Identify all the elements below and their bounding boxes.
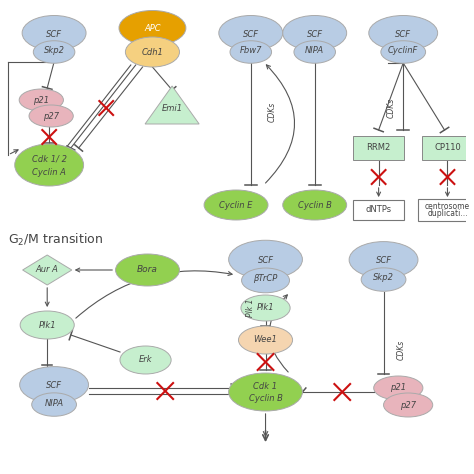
Ellipse shape (126, 37, 180, 67)
Text: Cdk 1: Cdk 1 (254, 382, 278, 391)
Text: Cyclin B: Cyclin B (248, 394, 283, 403)
Text: RRM2: RRM2 (366, 144, 391, 153)
Text: Bora: Bora (137, 265, 158, 274)
Text: Wee1: Wee1 (254, 336, 277, 345)
Ellipse shape (369, 16, 438, 51)
Text: dNTPs: dNTPs (365, 206, 392, 215)
Text: Emi1: Emi1 (162, 104, 182, 113)
Text: duplicati...: duplicati... (427, 210, 468, 219)
Ellipse shape (116, 254, 180, 286)
Ellipse shape (242, 268, 290, 293)
Text: p21: p21 (33, 95, 49, 104)
Ellipse shape (33, 41, 75, 63)
Text: SCF: SCF (257, 256, 273, 265)
Ellipse shape (283, 16, 346, 51)
Polygon shape (23, 255, 72, 285)
Text: Plk 1: Plk 1 (246, 299, 255, 317)
Text: centrosome: centrosome (425, 202, 470, 211)
Ellipse shape (374, 376, 423, 400)
Text: βTrCP: βTrCP (254, 274, 278, 283)
Ellipse shape (283, 190, 346, 220)
Ellipse shape (230, 41, 272, 63)
Bar (422, 136, 473, 160)
Text: SCF: SCF (46, 382, 62, 391)
Text: p21: p21 (390, 383, 406, 392)
Text: SCF: SCF (46, 29, 62, 38)
Ellipse shape (381, 41, 426, 63)
Text: Cdk 1/ 2: Cdk 1/ 2 (32, 154, 67, 163)
Bar (353, 136, 404, 160)
Bar (418, 199, 474, 221)
Ellipse shape (120, 346, 171, 374)
Ellipse shape (241, 295, 290, 321)
Ellipse shape (383, 393, 433, 417)
Text: Skp2: Skp2 (373, 273, 394, 283)
Text: Cyclin A: Cyclin A (32, 168, 66, 177)
Ellipse shape (219, 16, 283, 51)
Ellipse shape (19, 366, 89, 403)
Ellipse shape (204, 190, 268, 220)
Ellipse shape (349, 242, 418, 278)
Text: CP110: CP110 (434, 144, 461, 153)
Text: CyclinF: CyclinF (388, 46, 419, 55)
Text: NIPA: NIPA (305, 46, 324, 55)
Ellipse shape (228, 373, 302, 411)
Text: Erk: Erk (139, 356, 152, 365)
Bar (353, 200, 404, 220)
Ellipse shape (238, 326, 292, 354)
Text: Plk1: Plk1 (38, 320, 56, 329)
Text: p27: p27 (400, 401, 416, 410)
Ellipse shape (119, 10, 186, 46)
Ellipse shape (15, 144, 83, 186)
Ellipse shape (20, 311, 74, 339)
Text: CDKs: CDKs (268, 102, 277, 122)
Text: Plk1: Plk1 (257, 303, 274, 312)
Ellipse shape (22, 16, 86, 51)
Text: SCF: SCF (375, 256, 392, 265)
Ellipse shape (228, 240, 302, 279)
Text: G$_2$/M transition: G$_2$/M transition (8, 232, 103, 248)
Text: SCF: SCF (395, 29, 411, 38)
Text: SCF: SCF (307, 29, 323, 38)
Text: p27: p27 (43, 111, 59, 120)
Ellipse shape (32, 393, 76, 416)
Ellipse shape (361, 268, 406, 291)
Text: Skp2: Skp2 (44, 46, 64, 55)
Text: Aur A: Aur A (36, 265, 59, 274)
Text: Fbw7: Fbw7 (239, 46, 262, 55)
Ellipse shape (29, 105, 73, 127)
Text: CDKs: CDKs (387, 98, 396, 118)
Text: Cyclin B: Cyclin B (298, 201, 332, 210)
Ellipse shape (294, 41, 336, 63)
Text: APC: APC (144, 24, 161, 33)
Text: NIPA: NIPA (45, 399, 64, 408)
Text: SCF: SCF (243, 29, 259, 38)
Text: CDKs: CDKs (397, 340, 406, 360)
Text: Cyclin E: Cyclin E (219, 201, 253, 210)
Text: Cdh1: Cdh1 (142, 47, 164, 56)
Ellipse shape (19, 89, 64, 111)
Polygon shape (145, 86, 199, 124)
